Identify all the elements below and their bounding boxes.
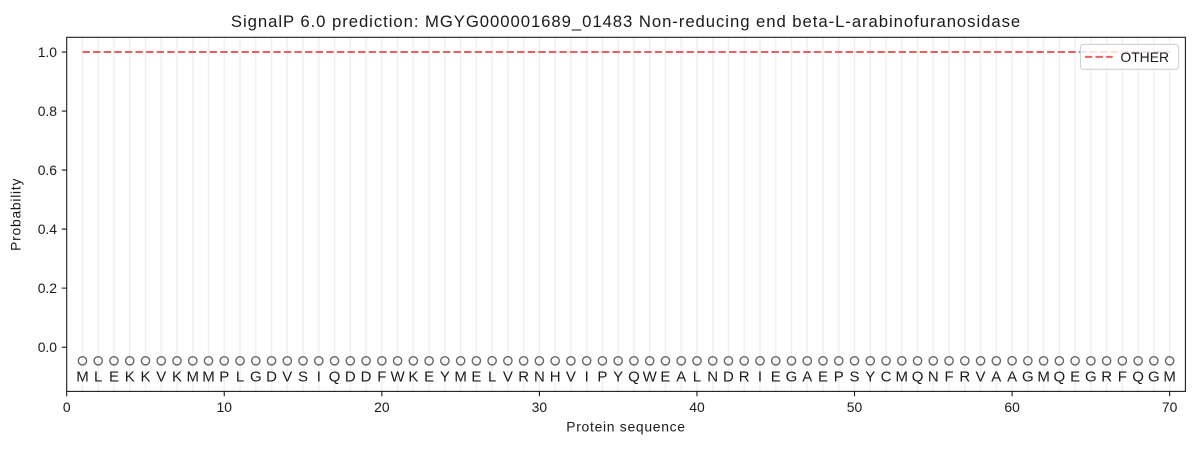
svg-text:K: K — [408, 368, 418, 385]
svg-text:M: M — [896, 368, 909, 385]
svg-text:E: E — [660, 368, 670, 385]
svg-text:OTHER: OTHER — [1120, 49, 1169, 65]
svg-text:E: E — [771, 368, 781, 385]
svg-text:L: L — [488, 368, 496, 385]
svg-text:K: K — [125, 368, 135, 385]
svg-text:Q: Q — [628, 368, 640, 385]
svg-text:V: V — [503, 368, 513, 385]
svg-text:M: M — [202, 368, 215, 385]
svg-text:D: D — [361, 368, 372, 385]
svg-text:Y: Y — [865, 368, 875, 385]
svg-text:L: L — [693, 368, 701, 385]
svg-text:Y: Y — [440, 368, 450, 385]
svg-text:1.0: 1.0 — [38, 44, 58, 60]
svg-text:A: A — [676, 368, 686, 385]
svg-text:R: R — [959, 368, 970, 385]
svg-text:M: M — [454, 368, 467, 385]
svg-text:R: R — [518, 368, 529, 385]
svg-text:G: G — [1148, 368, 1160, 385]
svg-text:G: G — [1085, 368, 1097, 385]
svg-text:Protein sequence: Protein sequence — [566, 419, 685, 435]
svg-text:H: H — [550, 368, 561, 385]
svg-text:M: M — [1037, 368, 1050, 385]
svg-text:M: M — [187, 368, 200, 385]
svg-text:F: F — [944, 368, 953, 385]
svg-text:0: 0 — [63, 399, 71, 415]
svg-text:E: E — [471, 368, 481, 385]
svg-text:Q: Q — [912, 368, 924, 385]
svg-text:W: W — [390, 368, 405, 385]
svg-text:S: S — [850, 368, 860, 385]
svg-text:E: E — [818, 368, 828, 385]
svg-text:30: 30 — [532, 399, 548, 415]
svg-text:R: R — [1101, 368, 1112, 385]
svg-text:Q: Q — [329, 368, 341, 385]
svg-text:P: P — [219, 368, 229, 385]
svg-text:A: A — [802, 368, 812, 385]
svg-text:M: M — [1163, 368, 1176, 385]
svg-text:Q: Q — [1132, 368, 1144, 385]
svg-text:P: P — [597, 368, 607, 385]
svg-text:0.2: 0.2 — [38, 280, 58, 296]
svg-text:60: 60 — [1004, 399, 1020, 415]
svg-text:L: L — [236, 368, 244, 385]
svg-text:I: I — [758, 368, 762, 385]
svg-text:A: A — [1007, 368, 1017, 385]
svg-text:R: R — [739, 368, 750, 385]
svg-text:A: A — [991, 368, 1001, 385]
svg-text:N: N — [707, 368, 718, 385]
svg-text:0.4: 0.4 — [38, 221, 58, 237]
svg-text:S: S — [298, 368, 308, 385]
svg-text:V: V — [976, 368, 986, 385]
svg-text:50: 50 — [847, 399, 863, 415]
svg-text:L: L — [94, 368, 102, 385]
svg-text:E: E — [1070, 368, 1080, 385]
svg-text:70: 70 — [1162, 399, 1178, 415]
svg-text:0.6: 0.6 — [38, 162, 58, 178]
svg-text:20: 20 — [374, 399, 390, 415]
svg-text:G: G — [1022, 368, 1034, 385]
svg-text:Y: Y — [613, 368, 623, 385]
svg-text:K: K — [140, 368, 150, 385]
svg-text:V: V — [566, 368, 576, 385]
svg-text:N: N — [534, 368, 545, 385]
svg-text:I: I — [585, 368, 589, 385]
svg-text:K: K — [172, 368, 182, 385]
svg-text:I: I — [317, 368, 321, 385]
svg-text:V: V — [282, 368, 292, 385]
svg-text:M: M — [76, 368, 89, 385]
svg-text:D: D — [723, 368, 734, 385]
svg-text:G: G — [250, 368, 262, 385]
svg-text:Probability: Probability — [8, 178, 24, 251]
svg-text:D: D — [266, 368, 277, 385]
svg-text:F: F — [1118, 368, 1127, 385]
svg-text:E: E — [109, 368, 119, 385]
svg-text:G: G — [786, 368, 798, 385]
svg-text:C: C — [881, 368, 892, 385]
svg-text:Q: Q — [1054, 368, 1066, 385]
svg-text:E: E — [424, 368, 434, 385]
svg-text:SignalP 6.0 prediction: MGYG00: SignalP 6.0 prediction: MGYG000001689_01… — [231, 12, 1021, 31]
svg-text:0.0: 0.0 — [38, 339, 58, 355]
svg-text:10: 10 — [217, 399, 233, 415]
svg-text:F: F — [377, 368, 386, 385]
svg-text:V: V — [156, 368, 166, 385]
svg-text:40: 40 — [689, 399, 705, 415]
svg-text:W: W — [643, 368, 658, 385]
svg-text:P: P — [834, 368, 844, 385]
svg-text:N: N — [928, 368, 939, 385]
svg-text:D: D — [345, 368, 356, 385]
svg-text:0.8: 0.8 — [38, 103, 58, 119]
